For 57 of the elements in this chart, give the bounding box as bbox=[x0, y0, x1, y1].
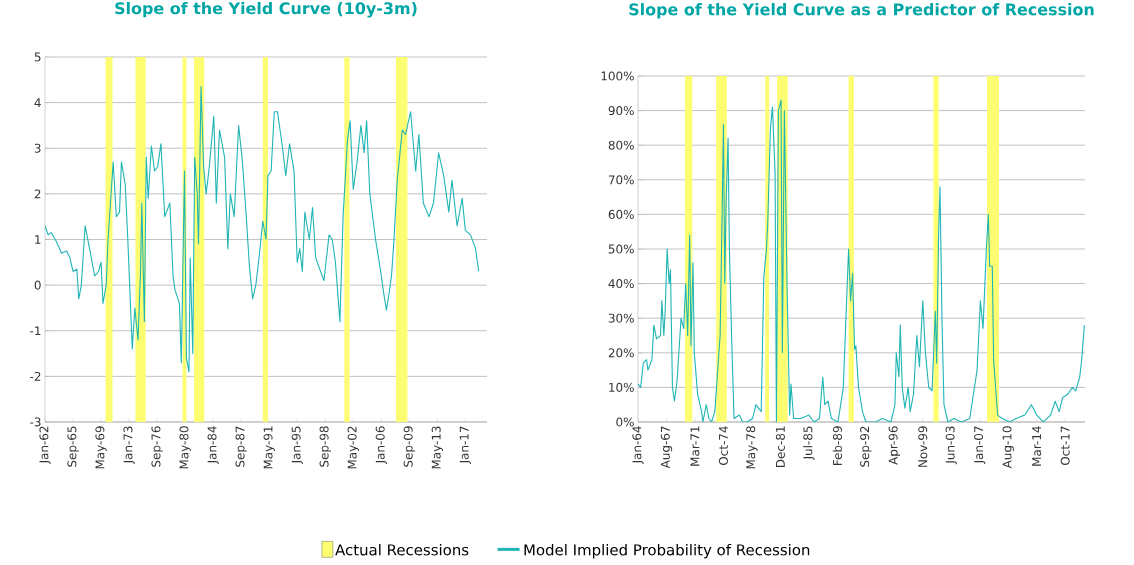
x-tick-label: Jan-64 bbox=[632, 426, 644, 465]
y-tick-label: 80% bbox=[608, 140, 634, 150]
x-tick-label: May-78 bbox=[746, 426, 758, 469]
chart-title: Slope of the Yield Curve as a Predictor of Recession bbox=[629, 3, 1094, 19]
y-tick-label: 100% bbox=[601, 71, 634, 81]
x-tick-label: May-13 bbox=[431, 426, 444, 469]
x-tick-label: Mar-14 bbox=[1032, 426, 1042, 466]
y-tick-label: 5 bbox=[34, 52, 41, 62]
y-tick-label: 20% bbox=[608, 348, 634, 358]
x-tick-label: May-69 bbox=[95, 426, 107, 469]
x-tick-label: Jan-17 bbox=[459, 426, 471, 465]
y-tick-label: -1 bbox=[30, 326, 41, 336]
x-tick-label: Sep-09 bbox=[403, 426, 415, 467]
y-tick-label: 1 bbox=[35, 235, 41, 244]
x-tick-label: May-80 bbox=[179, 426, 191, 469]
x-tick-label: Sep-87 bbox=[235, 426, 247, 467]
x-tick-label: Feb-89 bbox=[832, 426, 842, 466]
x-tick-label: Jan-06 bbox=[375, 426, 387, 465]
x-tick-label: Jan-62 bbox=[39, 426, 51, 465]
y-tick-label: 50% bbox=[608, 244, 634, 254]
y-tick-label: 0% bbox=[616, 417, 634, 427]
x-tick-label: Oct-74 bbox=[718, 426, 728, 466]
x-tick-label: Aug-67 bbox=[660, 426, 673, 469]
x-tick-label: Sep-92 bbox=[860, 426, 872, 467]
y-tick-label: 30% bbox=[608, 313, 634, 323]
x-tick-label: Jan-95 bbox=[291, 426, 303, 465]
x-tick-label: Sep-76 bbox=[151, 426, 163, 467]
x-tick-label: Mar-71 bbox=[690, 426, 700, 466]
y-tick-label: 4 bbox=[34, 98, 41, 107]
y-tick-label: 40% bbox=[608, 279, 634, 289]
y-tick-label: 10% bbox=[609, 382, 634, 392]
y-tick-label: -2 bbox=[30, 371, 41, 381]
legend-label: Model Implied Probability of Recession bbox=[524, 543, 810, 559]
x-tick-label: Jan-84 bbox=[207, 426, 219, 465]
chart-title: Slope of the Yield Curve (10y-3m) bbox=[115, 1, 417, 18]
line-series bbox=[45, 86, 480, 373]
y-tick-label: 60% bbox=[608, 209, 634, 219]
x-tick-label: Oct-17 bbox=[1060, 426, 1070, 466]
x-tick-label: Aug-10 bbox=[1002, 426, 1014, 469]
x-tick-label: Dec-81 bbox=[775, 426, 785, 467]
y-tick-label: 2 bbox=[34, 189, 41, 199]
y-tick-label: 90% bbox=[608, 106, 634, 116]
x-tick-label: May-02 bbox=[347, 426, 359, 469]
y-tick-label: 70% bbox=[608, 175, 634, 185]
x-tick-label: Apr-96 bbox=[888, 426, 900, 465]
y-tick-label: 0 bbox=[34, 280, 41, 290]
x-tick-label: Jun-03 bbox=[945, 426, 957, 465]
legend-label: Actual Recessions bbox=[335, 543, 469, 556]
x-tick-label: Sep-65 bbox=[67, 426, 79, 467]
x-tick-label: Jan-73 bbox=[123, 426, 135, 465]
x-tick-label: Nov-99 bbox=[918, 426, 928, 467]
y-tick-label: -3 bbox=[30, 417, 41, 427]
y-tick-label: 3 bbox=[34, 143, 41, 153]
x-tick-label: Sep-98 bbox=[319, 426, 331, 467]
x-tick-label: May-91 bbox=[263, 426, 275, 469]
x-tick-label: Jan-07 bbox=[974, 426, 986, 465]
x-tick-label: Jul-85 bbox=[803, 426, 815, 461]
